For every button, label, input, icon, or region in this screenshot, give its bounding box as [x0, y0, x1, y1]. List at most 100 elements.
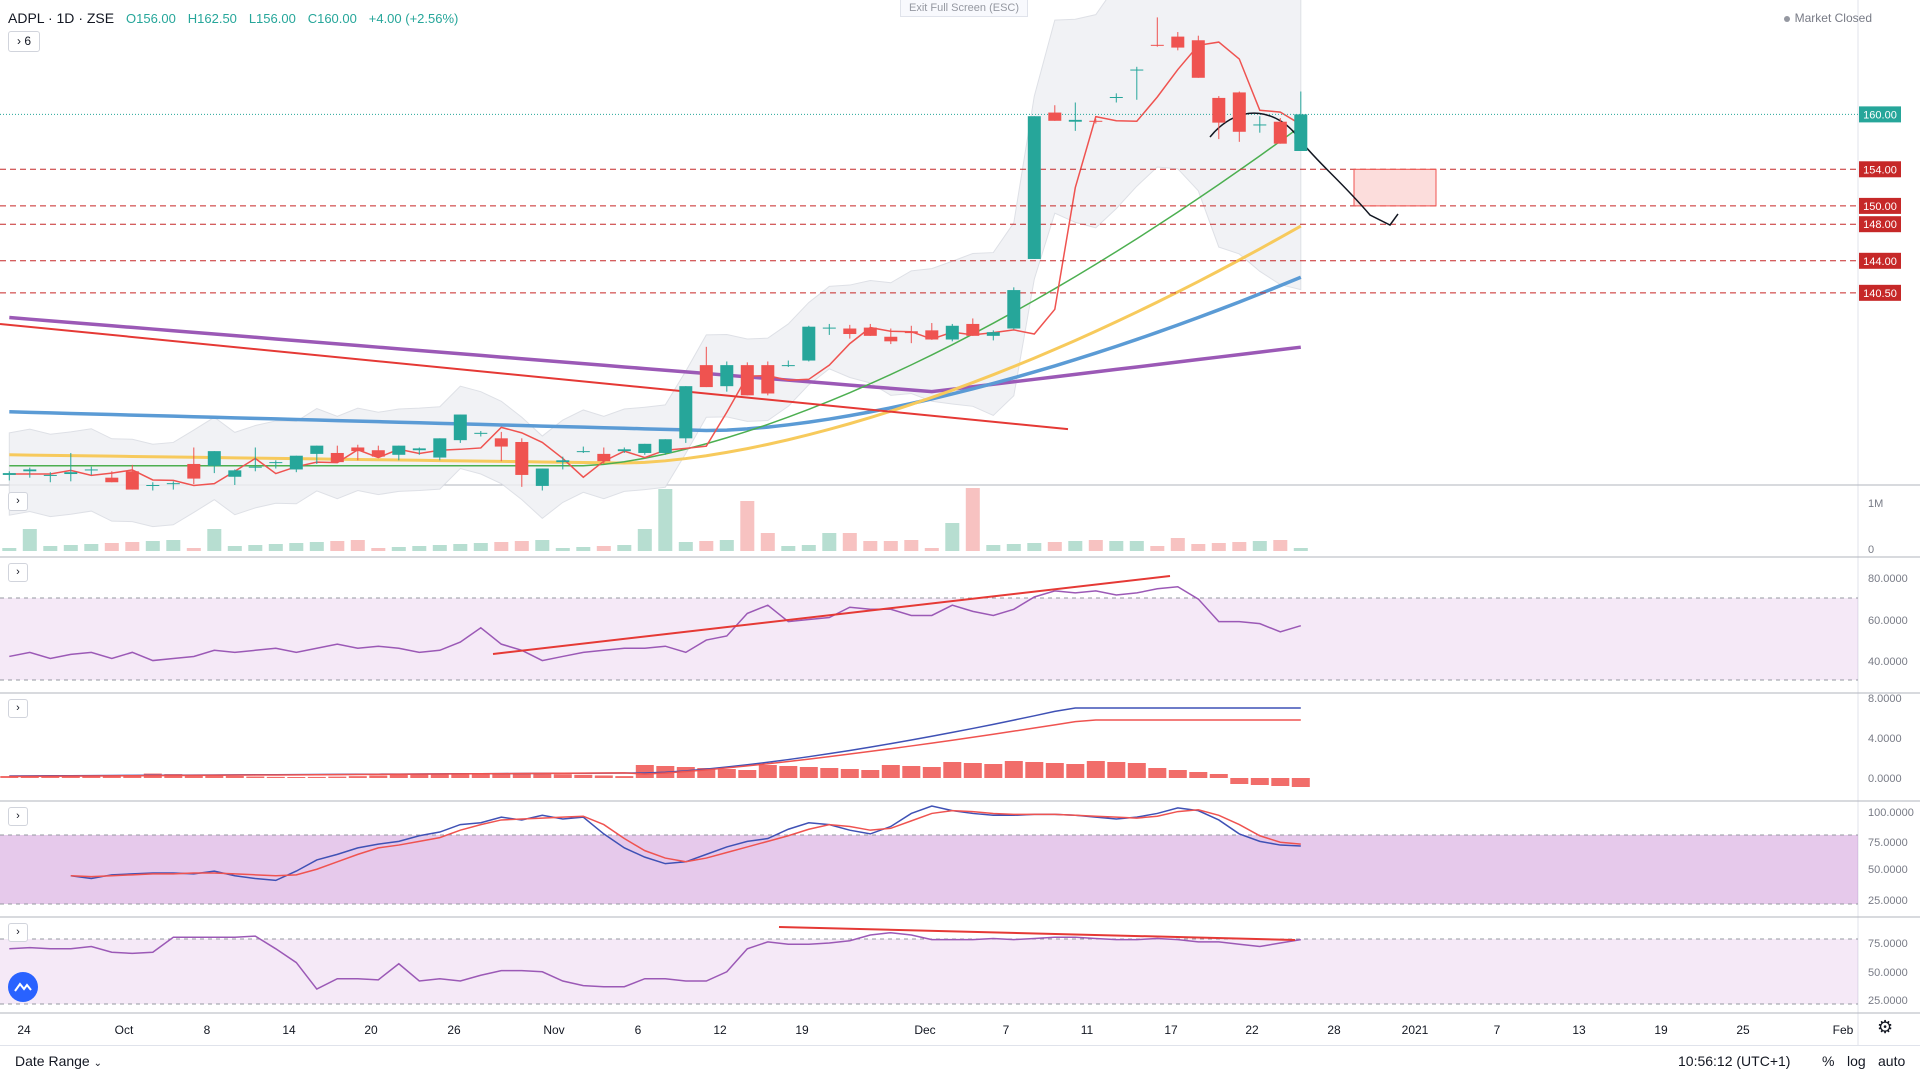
macd-histogram-bar [389, 774, 408, 778]
candle-body [576, 451, 590, 453]
macd-histogram-bar [492, 773, 511, 778]
stoch-axis-label: 50.0000 [1868, 864, 1908, 876]
macd-histogram-bar [758, 765, 777, 778]
macd-signal-line [9, 719, 1301, 778]
candle-body [330, 452, 344, 463]
volume-bar [1109, 541, 1124, 551]
rsi-line [9, 585, 1302, 662]
ma-blue-line [9, 275, 1302, 433]
time-axis-label: Feb [1833, 1023, 1854, 1037]
volume-bar [1068, 541, 1083, 551]
volume-bar [842, 533, 857, 551]
time-axis-label: Dec [914, 1023, 935, 1037]
pane-rsi-toggle-button[interactable]: › [8, 563, 28, 582]
auto-toggle[interactable]: auto [1878, 1053, 1906, 1069]
volume-bar [863, 541, 878, 551]
volume-bar [801, 545, 816, 551]
interval-label[interactable]: 1D [56, 10, 75, 26]
symbol-name[interactable]: ADPL [8, 10, 45, 26]
candle-body [679, 386, 693, 439]
time-axis-label: 19 [795, 1023, 809, 1037]
volume-bar [719, 540, 734, 551]
candle-body [453, 414, 467, 441]
volume-bar [145, 541, 160, 551]
volume-bar [1088, 540, 1103, 551]
candle-body [802, 326, 816, 361]
bottom-toolbar [0, 1045, 1920, 1081]
volume-bar [986, 545, 1001, 551]
indicators-toggle-button[interactable]: › 6 [8, 31, 40, 52]
macd-histogram-bar [881, 765, 900, 778]
date-range-button[interactable]: Date Range ⌄ [15, 1053, 102, 1069]
chart-canvas[interactable]: 154.00 150.00 148.00 144.00 140.50 160.00 1M 0 8… [0, 0, 1920, 1045]
volume-bar [699, 541, 714, 551]
volume-bar [63, 545, 78, 551]
candle-body [904, 331, 918, 334]
volume-bar [166, 540, 181, 551]
candle-body [474, 432, 488, 434]
time-axis-label: 25 [1736, 1023, 1750, 1037]
macd-histogram-bar [963, 763, 982, 778]
volume-bar [1293, 548, 1308, 551]
candle-body [2, 473, 16, 475]
pane-macd-toggle-button[interactable]: › [8, 699, 28, 718]
candle-body [1191, 40, 1205, 78]
market-status-label: Market Closed [1794, 11, 1872, 25]
price-label-bg [1859, 252, 1901, 269]
candle-body [228, 470, 242, 477]
volume-bar [22, 529, 37, 551]
volume-bar [904, 540, 919, 551]
pane-volume-toggle-button[interactable]: › [8, 492, 28, 511]
macd-histogram-bar [266, 776, 285, 778]
macd-histogram-bar [1230, 778, 1249, 784]
rsi-axis-label: 80.0000 [1868, 573, 1908, 585]
time-axis-label: Oct [115, 1023, 134, 1037]
percent-toggle[interactable]: % [1822, 1053, 1835, 1069]
volume-bar [473, 543, 488, 551]
chevron-right-icon: › [16, 926, 20, 938]
volume-bar [1027, 543, 1042, 551]
candle-body [925, 330, 939, 340]
rsi-axis-label: 60.0000 [1868, 615, 1908, 627]
macd-histogram-bar [1148, 768, 1167, 778]
time-axis-label: 6 [635, 1023, 642, 1037]
stoch-band [0, 835, 1858, 904]
time-axis-label: 8 [204, 1023, 211, 1037]
macd-histogram-bar [922, 767, 941, 778]
stoch-axis-label: 25.0000 [1868, 895, 1908, 907]
candle-body [146, 485, 160, 486]
separator-dot: · [78, 10, 83, 26]
volume-bar [412, 546, 427, 551]
exit-fullscreen-button[interactable]: Exit Full Screen (ESC) [900, 0, 1028, 17]
time-axis-label: 22 [1245, 1023, 1259, 1037]
candle-body [1232, 92, 1246, 132]
macd-histogram-bar [1086, 761, 1105, 778]
time-axis-label: 7 [1494, 1023, 1501, 1037]
macd-histogram-bar [225, 776, 244, 778]
volume-bar [740, 501, 755, 551]
macd-histogram-bar [533, 773, 552, 778]
ma-yellow-line [9, 224, 1302, 465]
macd-axis-label: 4.0000 [1868, 733, 1902, 745]
candle-body [310, 445, 324, 454]
tradingview-logo-icon[interactable] [8, 972, 38, 1002]
macd-histogram-bar [451, 773, 470, 778]
clock-time[interactable]: 10:56:12 (UTC+1) [1678, 1053, 1791, 1069]
chevron-right-icon: › [16, 34, 21, 48]
candle-body [535, 468, 549, 486]
volume-bar [2, 548, 17, 551]
candle-body [1150, 44, 1164, 46]
candle-body [658, 439, 672, 453]
candle-body [1109, 97, 1123, 98]
pane-osc-toggle-button[interactable]: › [8, 923, 28, 942]
macd-histogram-bar [635, 765, 654, 778]
pane-stoch-toggle-button[interactable]: › [8, 807, 28, 826]
log-toggle[interactable]: log [1847, 1053, 1866, 1069]
macd-axis-label: 0.0000 [1868, 773, 1902, 785]
volume-bar [289, 543, 304, 551]
gear-icon[interactable]: ⚙ [1877, 1017, 1894, 1037]
candle-body [269, 462, 283, 464]
volume-bar [514, 541, 529, 551]
volume-bar [330, 541, 345, 551]
high-value: H162.50 [187, 11, 237, 26]
